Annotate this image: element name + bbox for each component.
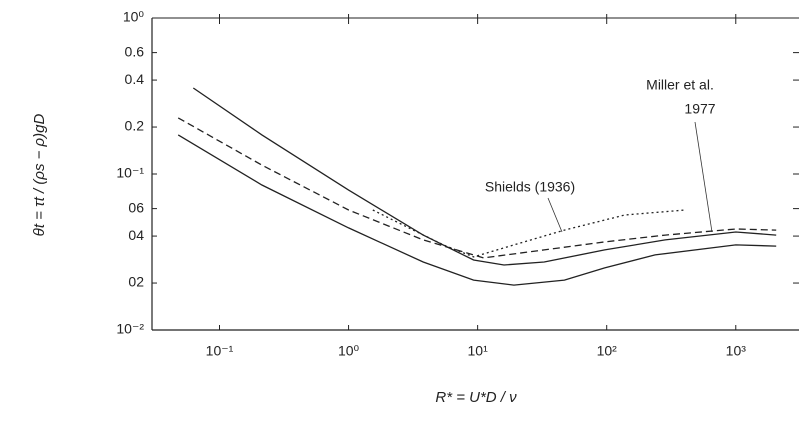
y-tick-label: 10⁻¹ [116, 165, 144, 181]
y-tick-label: 06 [128, 199, 144, 215]
line [177, 134, 777, 286]
line [372, 209, 686, 258]
line [177, 117, 777, 259]
y-tick-label: 0.2 [125, 118, 145, 134]
annotation: Shields (1936) [485, 179, 575, 195]
x-tick-label: 10² [597, 343, 618, 359]
x-tick-label: 10⁰ [338, 343, 360, 359]
annotation: Miller et al. [646, 77, 714, 93]
y-tick-label: 0.6 [125, 43, 145, 59]
line [192, 87, 777, 266]
x-tick-label: 10⁻¹ [206, 343, 234, 359]
x-axis-label: R* = U*D / ν [435, 389, 517, 406]
y-tick-label: 02 [128, 274, 144, 290]
leader-line [547, 197, 563, 233]
y-tick-label: 0.4 [125, 71, 145, 87]
y-tick-label: 10⁰ [123, 9, 145, 25]
x-tick-label: 10¹ [468, 343, 489, 359]
y-axis-label: θt = τt / (ρs − ρ)gD [31, 114, 48, 237]
annotation: 1977 [684, 101, 715, 117]
y-tick-label: 10⁻² [116, 321, 144, 337]
leader-line [694, 121, 713, 233]
x-tick-label: 10³ [726, 343, 747, 359]
y-tick-label: 04 [128, 227, 144, 243]
